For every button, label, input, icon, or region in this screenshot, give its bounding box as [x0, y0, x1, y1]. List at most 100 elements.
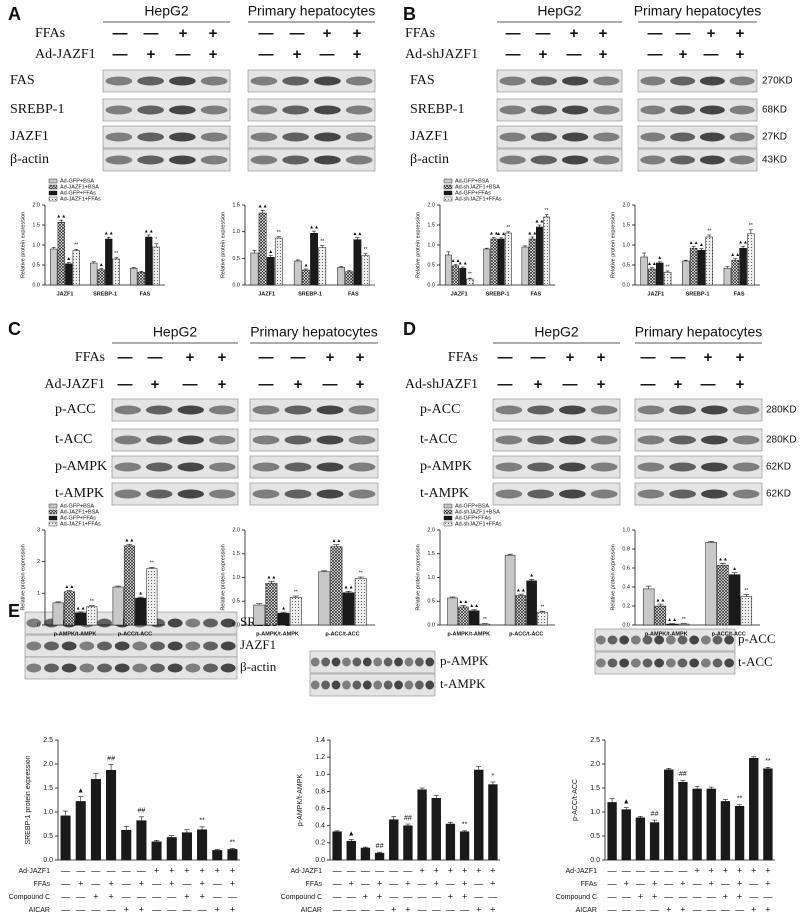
condition-sign: —	[113, 46, 128, 63]
significance-label: ▲	[732, 566, 737, 572]
condition-sign: —	[389, 865, 398, 875]
condition-sign: +	[737, 891, 742, 901]
blot-band	[105, 105, 133, 115]
bar-pattern	[345, 271, 353, 285]
condition-sign: —	[91, 878, 100, 888]
condition-sign: —	[622, 865, 631, 875]
blot-strip	[594, 651, 736, 675]
protein-label: p-AMPK	[440, 653, 489, 668]
y-tick-label: 0.2	[622, 603, 630, 609]
blot-strip	[102, 148, 231, 172]
blot-band	[26, 618, 42, 628]
bar	[649, 822, 660, 861]
blot-band	[342, 680, 351, 690]
blot-strip	[247, 98, 376, 122]
y-tick-label: 1.5	[427, 551, 435, 557]
significance-label: ▲▲	[689, 240, 699, 246]
significance-label: ##	[679, 771, 687, 778]
condition-sign: —	[259, 25, 274, 42]
bar-pattern	[648, 269, 656, 285]
y-tick-label: 0.0	[32, 282, 40, 288]
condition-sign: +	[209, 46, 218, 63]
blot-band	[282, 76, 309, 86]
condition-sign: +	[230, 878, 235, 888]
blot-band	[345, 132, 373, 142]
blot-band	[383, 680, 393, 690]
y-tick-label: 1.5	[232, 551, 240, 557]
condition-sign: —	[176, 46, 191, 63]
blot-band	[495, 489, 523, 499]
y-tick-label: 0.4	[622, 584, 630, 590]
panel-letter: E	[8, 601, 20, 621]
cell-type-title: HepG2	[534, 324, 579, 340]
protein-label: p-AMPK	[420, 459, 472, 474]
condition-sign: +	[462, 865, 467, 875]
condition-sign: +	[349, 878, 354, 888]
significance-label: ▲	[66, 256, 71, 262]
legend-label: Ad-GFP+BSA	[60, 178, 94, 184]
condition-sign: +	[462, 891, 467, 901]
blot-band	[150, 663, 165, 673]
bar	[705, 542, 717, 626]
y-tick-label: 0	[37, 622, 40, 628]
condition-sign: —	[432, 904, 441, 914]
y-tick-label: 1.0	[315, 771, 325, 778]
condition-sign: —	[498, 349, 513, 366]
blot-band	[220, 663, 236, 673]
condition-sign: —	[693, 904, 702, 914]
y-axis-label: Relative protein expression	[220, 544, 226, 610]
condition-sign: —	[320, 46, 335, 63]
condition-sign: +	[124, 904, 129, 914]
condition-sign: —	[432, 891, 441, 901]
blot-band	[321, 657, 330, 667]
condition-sign: +	[490, 878, 495, 888]
condition-sign: —	[333, 904, 342, 914]
x-tick-label: JAZF1	[258, 291, 275, 297]
significance-label: ▲▲	[124, 538, 134, 544]
condition-sign: +	[108, 878, 113, 888]
condition-sign: +	[476, 865, 481, 875]
condition-sign: +	[184, 865, 189, 875]
blot-band	[729, 105, 755, 115]
condition-sign: —	[167, 904, 176, 914]
panel-letter: B	[403, 4, 416, 24]
blot-band	[595, 635, 606, 645]
condition-sign: —	[636, 878, 645, 888]
condition-sign: —	[213, 891, 222, 901]
significance-label: **	[199, 818, 205, 825]
condition-sign: +	[751, 904, 756, 914]
x-tick-label: SREBP-1	[686, 291, 710, 297]
significance-label: ▲▲	[352, 231, 362, 237]
significance-label: ▲	[99, 262, 104, 268]
blot-band	[348, 462, 376, 472]
condition-sign: —	[693, 878, 702, 888]
blot-band	[700, 658, 711, 668]
condition-sign: —	[506, 25, 521, 42]
significance-label: ▲	[699, 242, 704, 248]
bar	[535, 226, 543, 286]
y-tick-label: 1.5	[232, 202, 240, 208]
bar-pattern	[466, 279, 474, 285]
blot-band	[527, 462, 554, 472]
legend-label: Ad-shJAZF1+FFAs	[455, 521, 502, 527]
condition-sign: +	[448, 891, 453, 901]
y-tick-label: 2.0	[590, 761, 600, 768]
condition-name: Ad-JAZF1	[290, 868, 322, 875]
legend-label: Ad-GFP+FFAs	[60, 515, 96, 521]
blot-strip	[24, 656, 238, 680]
significance-label: ▲	[268, 249, 273, 255]
blot-band	[137, 76, 164, 86]
significance-label: ▲▲	[667, 617, 677, 623]
significance-label: ##	[651, 811, 659, 818]
bar	[75, 612, 87, 626]
condition-sign: —	[735, 904, 744, 914]
significance-label: ▲▲	[104, 231, 114, 237]
condition-sign: —	[763, 891, 772, 901]
blot-band	[637, 435, 665, 445]
bar	[90, 262, 98, 286]
condition-sign: —	[259, 46, 274, 63]
significance-label: ▲▲	[647, 261, 657, 267]
protein-label: FAS	[10, 73, 35, 88]
legend-label: Ad-JAZF1+BSA	[60, 184, 99, 190]
blot-strip	[309, 650, 436, 674]
